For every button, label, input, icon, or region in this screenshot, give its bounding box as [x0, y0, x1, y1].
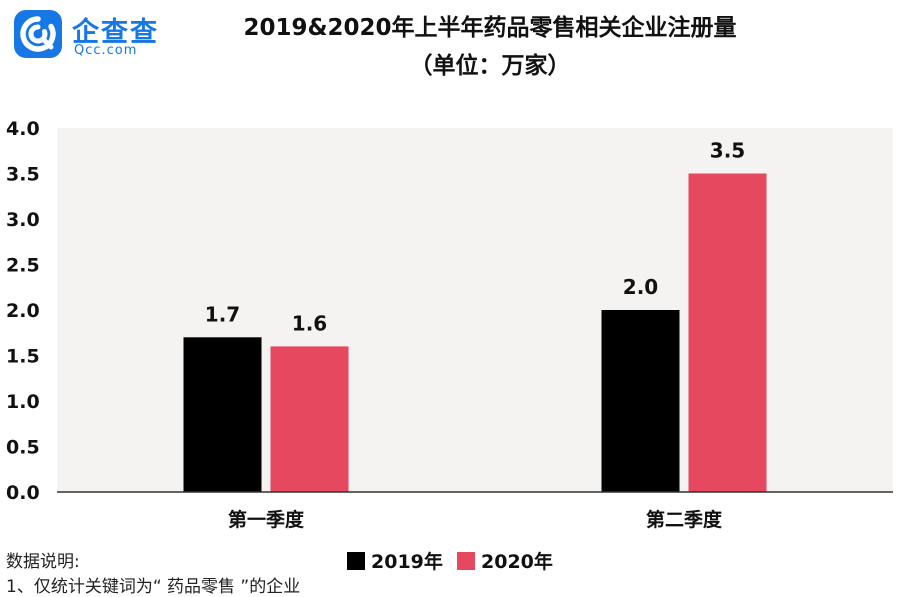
brand-name: 企查查	[72, 17, 159, 48]
notes-heading: 数据说明:	[6, 552, 80, 572]
brand-url: Qcc.com	[74, 43, 138, 58]
brand-logo: 企查查 Qcc.com	[14, 10, 184, 58]
x-category-label: 第二季度	[646, 508, 723, 531]
qcc-logo-icon	[14, 10, 62, 58]
bars: 1.7 1.6 2.0 3.5	[183, 139, 767, 492]
legend-label-2019: 2019年	[371, 551, 443, 573]
data-label: 1.6	[292, 311, 327, 335]
bar-2020年	[688, 173, 767, 492]
y-tick-label: 1.0	[6, 391, 40, 413]
legend-swatch-2019	[347, 552, 365, 570]
y-tick-label: 0.0	[6, 482, 40, 504]
legend-item-2020: 2020年	[457, 547, 553, 574]
y-axis: 0.0 0.5 1.0 1.5 2.0 2.5 3.0 3.5 4.0	[6, 118, 40, 504]
y-tick-label: 2.5	[6, 255, 40, 277]
y-tick-label: 2.0	[6, 300, 40, 322]
legend-label-2020: 2020年	[481, 551, 553, 573]
chart-title: 2019&2020年上半年药品零售相关企业注册量	[243, 15, 737, 41]
plot-background	[57, 128, 893, 492]
data-label: 1.7	[205, 302, 240, 326]
y-tick-label: 0.5	[6, 437, 40, 459]
bar-2019年	[183, 337, 262, 492]
x-category-label: 第一季度	[228, 508, 305, 531]
bar-2020年	[270, 346, 349, 492]
data-label: 3.5	[710, 139, 745, 163]
bar-2019年	[601, 310, 680, 492]
legend-item-2019: 2019年	[347, 547, 443, 574]
y-tick-label: 3.5	[6, 164, 40, 186]
legend-swatch-2020	[457, 552, 475, 570]
data-label: 2.0	[623, 275, 658, 299]
notes-line-1: 1、仅统计关键词为“ 药品零售 ”的企业	[6, 577, 301, 597]
y-tick-label: 3.0	[6, 209, 40, 231]
y-tick-label: 1.5	[6, 346, 40, 368]
x-axis: 第一季度 第二季度	[57, 491, 893, 531]
y-tick-label: 4.0	[6, 118, 40, 140]
chart-subtitle: （单位：万家）	[409, 53, 571, 79]
